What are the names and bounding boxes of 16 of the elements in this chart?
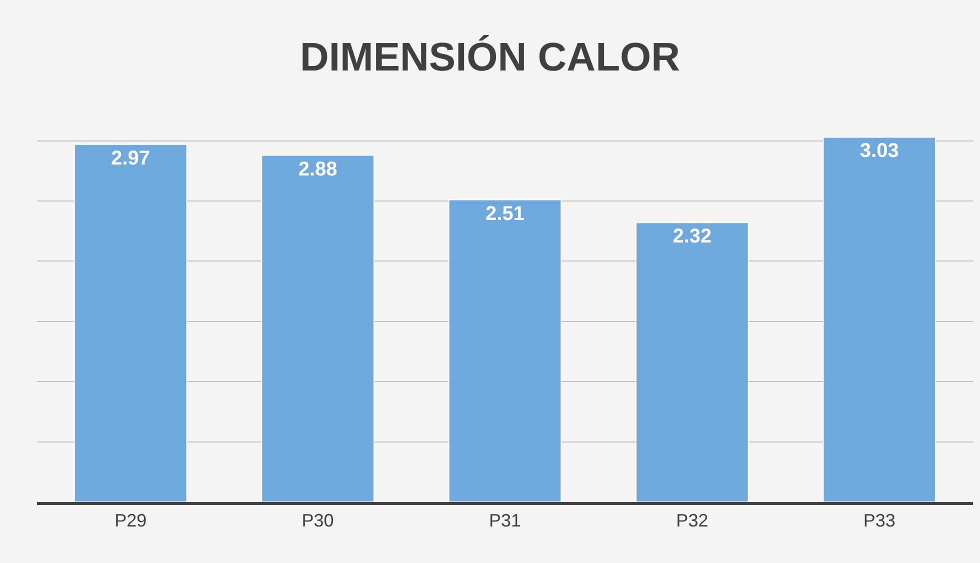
- x-tick-label: P33: [863, 510, 896, 531]
- x-tick-label: P32: [676, 510, 708, 531]
- chart-title: DIMENSIÓN CALOR: [300, 34, 680, 80]
- x-tick-label: P31: [488, 510, 522, 531]
- bar: [636, 222, 749, 502]
- x-tick-label: P30: [302, 510, 334, 531]
- bar: [74, 144, 188, 502]
- data-label: 2.51: [486, 202, 524, 225]
- data-label: 2.88: [298, 158, 338, 180]
- data-label: 2.97: [111, 147, 150, 170]
- bar: [448, 199, 562, 502]
- x-tick-label: P29: [114, 510, 147, 531]
- bar: [822, 136, 936, 502]
- data-label: 2.32: [672, 226, 712, 248]
- bar: [261, 154, 374, 502]
- data-label: 3.03: [860, 140, 899, 162]
